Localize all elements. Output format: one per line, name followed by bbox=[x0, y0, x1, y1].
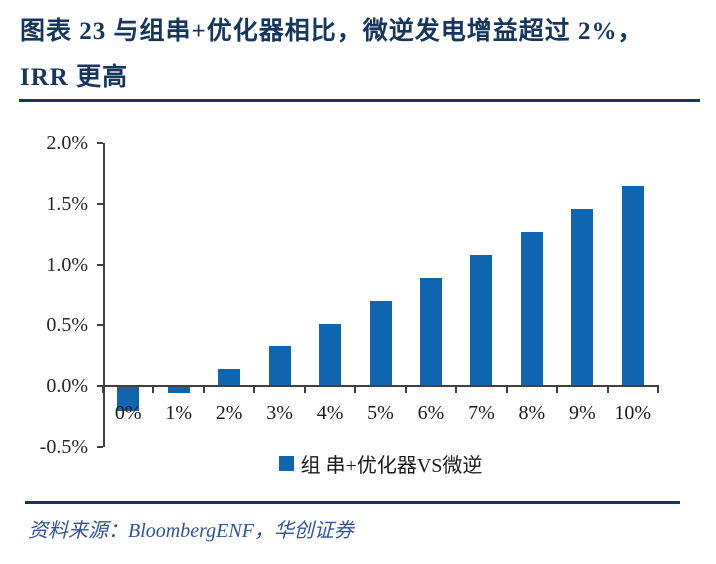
y-tick-label-1.5%: 1.5% bbox=[46, 192, 88, 215]
bar-6% bbox=[419, 277, 442, 387]
x-tick-mark bbox=[253, 386, 256, 394]
x-tick-mark bbox=[404, 386, 407, 394]
x-tick-label-6%: 6% bbox=[417, 402, 445, 424]
figure-title-line2: IRR 更高 bbox=[20, 64, 129, 91]
bar-7% bbox=[470, 254, 493, 387]
legend-label: 组 串+优化器VS微逆 bbox=[300, 455, 483, 477]
y-tick-label--0.5%: -0.5% bbox=[39, 436, 88, 458]
legend-color-swatch bbox=[278, 456, 294, 471]
x-tick-label-7%: 7% bbox=[468, 402, 495, 424]
bar-3% bbox=[268, 346, 291, 387]
figure-title-line1: 图表 23 与组串+优化器相比，微逆发电增益超过 2%， bbox=[20, 18, 644, 45]
x-tick-mark bbox=[102, 386, 104, 394]
x-tick-mark bbox=[354, 386, 357, 394]
y-axis-line bbox=[103, 143, 105, 447]
x-tick-label-2%: 2% bbox=[215, 402, 243, 424]
x-tick-mark bbox=[505, 386, 508, 394]
bar-4% bbox=[319, 324, 342, 387]
x-tick-label-3%: 3% bbox=[266, 402, 293, 424]
y-tick-label-1.0%: 1.0% bbox=[46, 253, 88, 276]
y-tick-mark bbox=[97, 263, 103, 266]
x-tick-label-5%: 5% bbox=[367, 402, 394, 424]
x-axis-line bbox=[103, 385, 659, 387]
y-tick-label-0.0%: 0.0% bbox=[46, 375, 88, 398]
x-tick-mark bbox=[202, 386, 205, 394]
chart-legend: 组 串+优化器VS微逆 bbox=[103, 449, 658, 478]
footer-divider-rule bbox=[25, 501, 680, 504]
x-tick-label-4%: 4% bbox=[316, 402, 344, 424]
bar-9% bbox=[571, 208, 594, 387]
bar-0% bbox=[117, 386, 140, 411]
x-tick-mark bbox=[556, 386, 559, 394]
bar-2% bbox=[218, 369, 241, 387]
x-tick-label-9%: 9% bbox=[568, 402, 596, 424]
x-tick-mark bbox=[606, 386, 609, 394]
y-tick-label-2.0%: 2.0% bbox=[46, 132, 88, 154]
x-tick-label-0%: 0% bbox=[114, 402, 142, 424]
y-tick-label-0.5%: 0.5% bbox=[46, 314, 88, 337]
y-tick-mark bbox=[97, 446, 103, 448]
bar-10% bbox=[621, 185, 644, 387]
x-tick-mark bbox=[152, 386, 155, 394]
y-tick-mark bbox=[97, 202, 103, 205]
x-tick-mark bbox=[455, 386, 458, 394]
bar-5% bbox=[369, 301, 392, 387]
title-divider-rule bbox=[19, 99, 700, 102]
y-tick-mark bbox=[97, 385, 103, 388]
y-tick-mark bbox=[97, 324, 103, 327]
x-tick-mark bbox=[657, 386, 659, 394]
source-attribution: 资料来源：BloombergENF，华创证券 bbox=[28, 520, 354, 542]
bar-1% bbox=[167, 386, 190, 394]
x-tick-mark bbox=[303, 386, 306, 394]
x-tick-label-8%: 8% bbox=[518, 402, 546, 424]
bar-8% bbox=[520, 231, 543, 387]
y-tick-mark bbox=[97, 142, 103, 144]
x-tick-label-10%: 10% bbox=[614, 402, 652, 424]
x-tick-label-1%: 1% bbox=[165, 402, 192, 424]
